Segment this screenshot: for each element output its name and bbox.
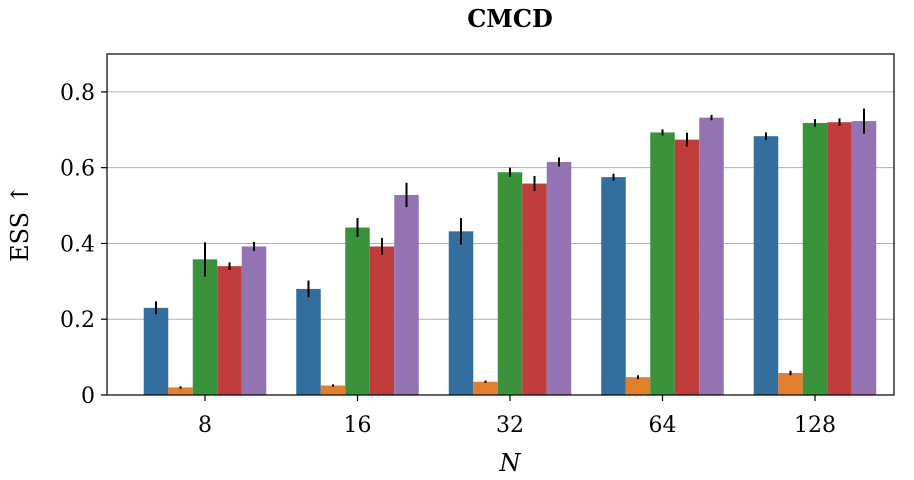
bar	[168, 387, 193, 395]
y-axis-ticks: 0 0.2 0.4 0.6 0.8	[60, 81, 107, 409]
bar	[217, 266, 242, 395]
y-tick-label: 0.4	[60, 232, 95, 257]
x-tick-label: 8	[198, 413, 212, 438]
y-tick-label: 0.8	[60, 81, 95, 106]
bar	[699, 117, 724, 396]
bar	[802, 122, 828, 396]
x-tick-label: 16	[344, 413, 372, 438]
error-bars	[155, 108, 865, 389]
bar	[369, 246, 395, 395]
bar	[143, 307, 169, 395]
bar	[778, 373, 803, 395]
bar	[345, 227, 370, 395]
bar	[851, 121, 877, 396]
x-tick-label: 32	[496, 413, 524, 438]
bar	[320, 385, 346, 395]
bar	[650, 132, 675, 395]
bar	[296, 288, 321, 395]
bar	[241, 246, 267, 395]
bar	[497, 172, 523, 395]
x-tick-label: 128	[794, 413, 836, 438]
bar	[192, 259, 218, 395]
y-tick-label: 0.6	[60, 157, 95, 182]
y-tick-label: 0.2	[60, 308, 95, 333]
chart-title: CMCD	[467, 4, 553, 33]
y-axis-label: ESS ↑	[6, 184, 34, 262]
bar	[522, 183, 547, 395]
bar	[827, 122, 852, 395]
x-tick-label: 64	[649, 413, 677, 438]
bar	[448, 231, 474, 395]
bars	[143, 117, 877, 396]
bar	[473, 381, 498, 395]
plot-frame	[106, 53, 895, 396]
bar	[601, 177, 626, 395]
y-tick-label: 0	[81, 384, 95, 409]
bar	[753, 136, 779, 396]
x-axis-label: N	[499, 449, 522, 477]
bar	[625, 377, 651, 395]
x-axis-ticks: 8 16 32 64 128	[198, 395, 836, 438]
bar	[674, 139, 700, 395]
bar	[394, 194, 419, 395]
bar	[546, 161, 572, 395]
